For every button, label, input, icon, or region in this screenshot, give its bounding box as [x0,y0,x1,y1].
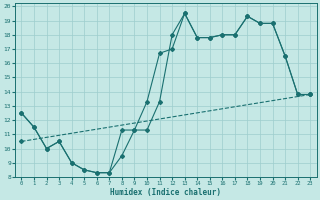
X-axis label: Humidex (Indice chaleur): Humidex (Indice chaleur) [110,188,221,197]
